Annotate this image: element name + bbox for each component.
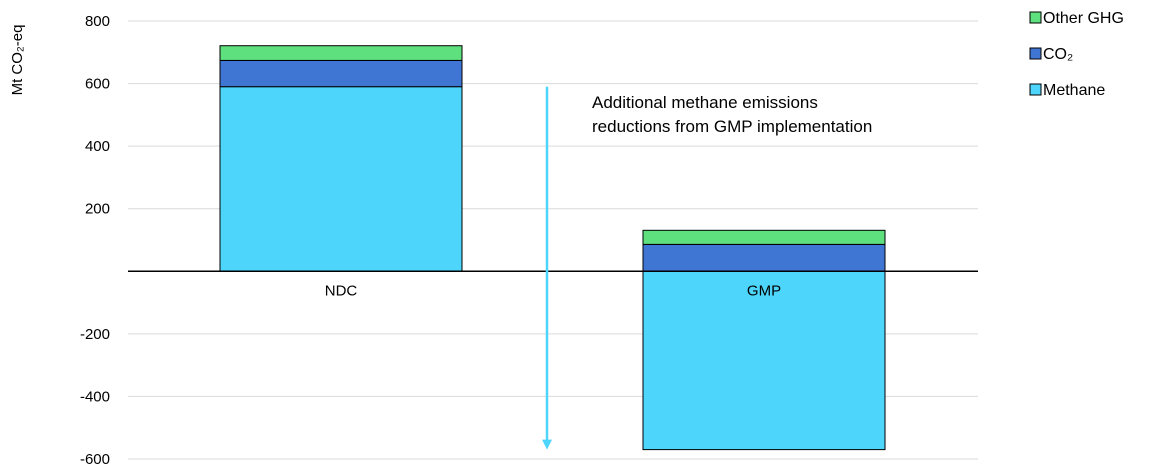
y-axis-label: Mt CO₂-eq	[9, 25, 26, 96]
legend: Other GHG CO₂ Methane	[1029, 10, 1124, 99]
y-tick-label: 600	[85, 76, 110, 93]
legend-swatch-co-	[1029, 47, 1042, 60]
y-tick-label: -400	[80, 388, 110, 405]
bar-segment-gmp-other-ghg	[642, 229, 886, 245]
category-labels: NDC GMP	[325, 282, 781, 299]
bar-segment-ndc-methane	[219, 86, 463, 272]
y-tick-label: 400	[85, 138, 110, 155]
y-tick-labels: 800 600 400 200 -200 -400 -600	[80, 13, 110, 464]
legend-swatch-methane	[1029, 83, 1042, 96]
y-tick-label: 800	[85, 13, 110, 30]
bar-segment-ndc-other-ghg	[219, 45, 463, 61]
category-label-ndc: NDC	[325, 282, 358, 299]
y-tick-label: -600	[80, 451, 110, 464]
annotation: Additional methane emissions reductions …	[542, 86, 872, 450]
reduction-arrow-head	[542, 439, 552, 450]
y-tick-label: -200	[80, 326, 110, 343]
annotation-line-2: reductions from GMP implementation	[592, 117, 872, 136]
legend-label-methane: Methane	[1043, 82, 1105, 99]
y-tick-label: 200	[85, 201, 110, 218]
bar-segment-gmp-co-	[642, 243, 886, 272]
legend-label-co-: CO₂	[1043, 46, 1073, 63]
bar-segment-gmp-methane	[642, 270, 886, 451]
category-label-gmp: GMP	[747, 282, 781, 299]
bar-segment-ndc-co-	[219, 59, 463, 88]
annotation-line-1: Additional methane emissions	[592, 93, 818, 112]
legend-label-other-ghg: Other GHG	[1043, 10, 1124, 27]
bars	[219, 45, 886, 451]
legend-swatch-other-ghg	[1029, 11, 1042, 24]
